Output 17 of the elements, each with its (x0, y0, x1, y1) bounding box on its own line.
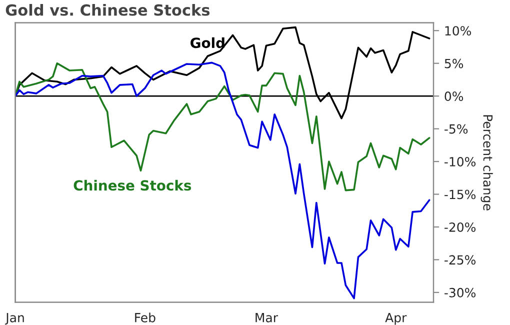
y2-tick-label: -15% (444, 190, 476, 200)
x-tick-label: Mar (256, 313, 278, 322)
y2-tick-label: -25% (444, 255, 476, 265)
series-label: Chinese Stocks (74, 180, 192, 191)
x-tick-label: Apr (385, 313, 407, 325)
x-tick-label: Feb (135, 312, 156, 322)
y2-tick-label: -5% (444, 124, 468, 134)
y2-tick-label: -20% (444, 222, 476, 232)
y2-tick-label: 10% (445, 26, 472, 36)
y2-tick-label: 5% (444, 58, 464, 68)
x-tick-label: Jan (5, 313, 24, 325)
y2-axis-title: Percent change (480, 115, 493, 210)
y2-tick-label: 0% (444, 92, 464, 101)
y2-tick-label: -10% (444, 156, 476, 166)
y2-tick-label: -30% (444, 288, 476, 298)
series-label: Gold (190, 37, 224, 48)
chart-title: Gold vs. Chinese Stocks (6, 4, 210, 16)
